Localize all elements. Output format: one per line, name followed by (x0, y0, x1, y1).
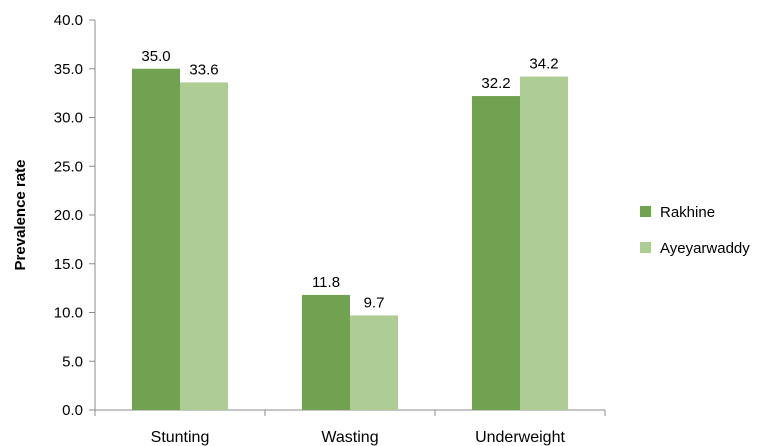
legend-swatch-ayeyarwaddy (640, 242, 651, 253)
x-category-label: Wasting (321, 429, 378, 446)
bar-rakhine-stunting (132, 68, 180, 410)
y-axis-title: Prevalence rate (12, 160, 29, 271)
x-axis: Stunting Wasting Underweight (94, 409, 606, 446)
bar-ayeyarwaddy-stunting (180, 82, 228, 411)
data-label: 32.2 (481, 75, 510, 92)
y-tick-label: 0.0 (62, 402, 83, 419)
y-tick-label: 25.0 (54, 158, 83, 175)
x-category-label: Underweight (475, 429, 565, 446)
legend: Rakhine Ayeyarwaddy (640, 204, 750, 257)
y-tick-label: 40.0 (54, 12, 83, 29)
y-tick-label: 5.0 (62, 353, 83, 370)
bar-ayeyarwaddy-underweight (520, 76, 568, 411)
bars (132, 68, 568, 411)
legend-label-rakhine: Rakhine (660, 204, 715, 221)
x-category-label: Stunting (151, 429, 210, 446)
data-label: 11.8 (312, 274, 340, 291)
legend-swatch-rakhine (640, 206, 651, 217)
y-axis: 0.0 5.0 10.0 15.0 20.0 25.0 30.0 35.0 40.0 (54, 12, 96, 419)
data-label: 34.2 (529, 56, 558, 73)
data-labels: 35.0 33.6 11.8 9.7 32.2 34.2 (141, 48, 558, 312)
data-label: 9.7 (364, 294, 385, 311)
legend-label-ayeyarwaddy: Ayeyarwaddy (660, 240, 750, 257)
bar-rakhine-underweight (472, 96, 520, 411)
bar-rakhine-wasting (302, 294, 350, 410)
data-label: 35.0 (141, 48, 170, 65)
y-tick-label: 35.0 (54, 61, 83, 78)
y-tick-label: 30.0 (54, 110, 83, 127)
bar-ayeyarwaddy-wasting (350, 315, 398, 410)
data-label: 33.6 (189, 61, 218, 78)
y-tick-label: 20.0 (54, 207, 83, 224)
y-tick-label: 15.0 (54, 256, 83, 273)
y-tick-label: 10.0 (54, 305, 83, 322)
